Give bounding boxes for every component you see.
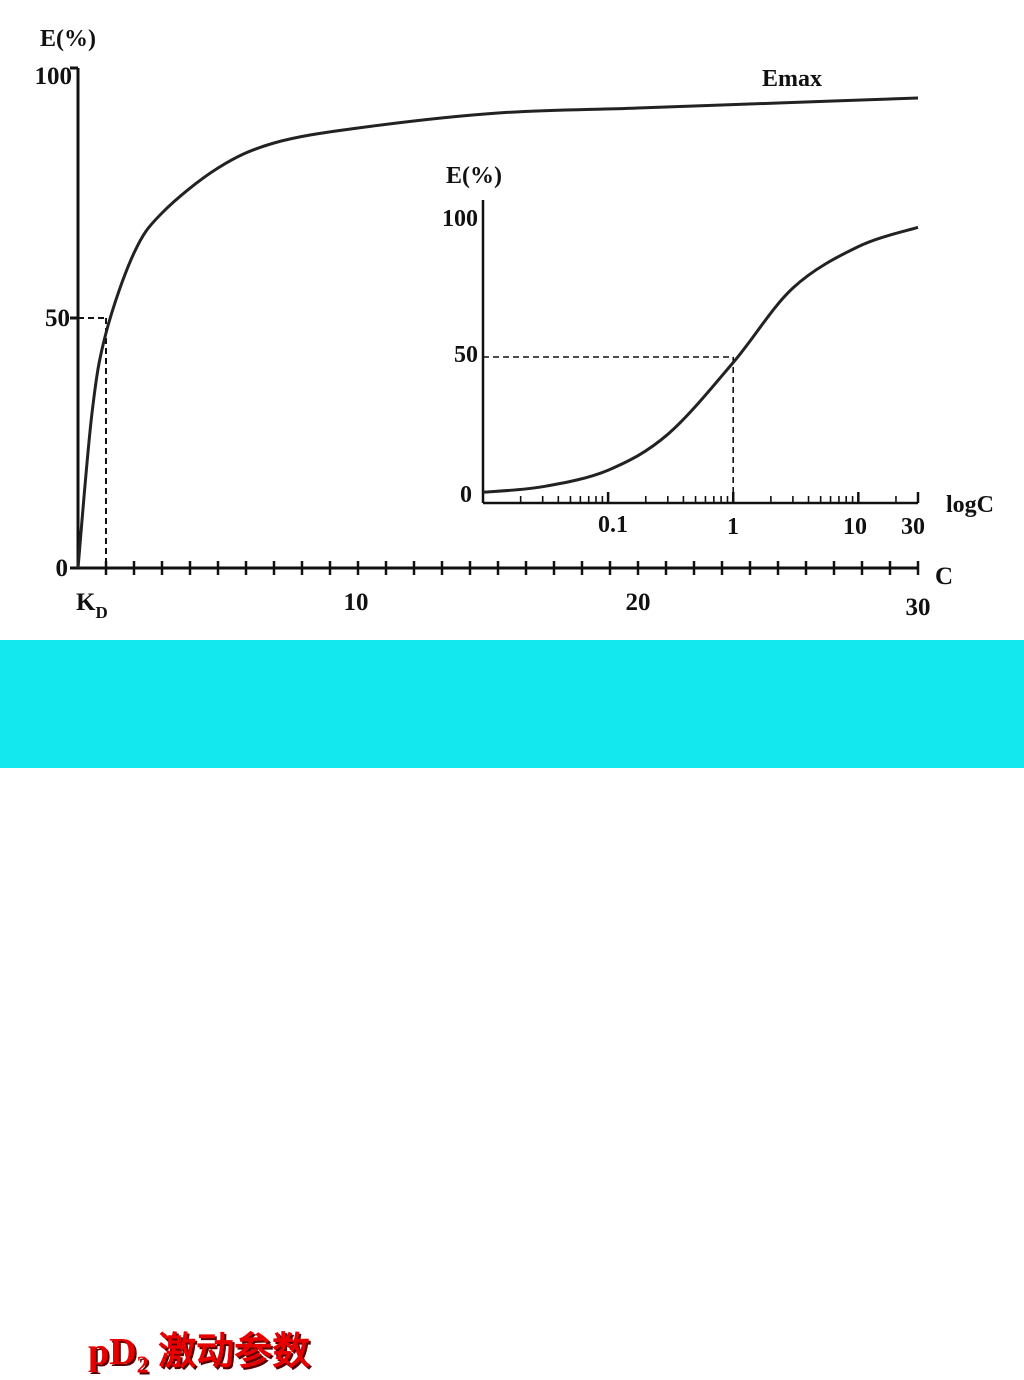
kd-label-main: K	[76, 589, 96, 616]
inset-x-tick-label-1: 1	[727, 514, 739, 540]
chart-area: E(%) 100 50 0 10 20 30 C KD Emax E(%) 10…	[35, 26, 995, 622]
inset-y-tick-label-0: 0	[460, 482, 472, 508]
main-y-tick-label-50: 50	[45, 305, 70, 332]
main-y-tick-label-0: 0	[56, 555, 69, 582]
main-chart: E(%) 100 50 0 10 20 30 C KD Emax	[35, 26, 954, 622]
main-x-tick-label-20: 20	[626, 589, 651, 616]
inset-x-tick-label-10: 10	[843, 514, 867, 540]
caption-title: pD2 激动参数	[88, 1320, 310, 1380]
main-y-axis-label: E(%)	[40, 26, 96, 52]
inset-y-axis-label: E(%)	[446, 163, 502, 189]
kd-label: KD	[76, 589, 108, 622]
kd-label-sub: D	[95, 603, 107, 622]
inset-x-tick-label-30: 30	[901, 514, 925, 540]
caption-rest: 激动参数	[148, 1331, 311, 1373]
inset-x-ticks	[482, 492, 920, 503]
main-x-ticks	[104, 561, 920, 575]
inset-series-line	[482, 225, 919, 494]
main-x-tick-label-30: 30	[906, 594, 931, 621]
main-x-axis-label: C	[935, 563, 953, 590]
main-y-tick-label-100: 100	[35, 63, 73, 90]
inset-y-tick-label-50: 50	[454, 342, 478, 368]
inset-x-axis-label: logC	[946, 492, 994, 518]
inset-y-tick-label-100: 100	[442, 206, 478, 232]
main-series-line	[76, 96, 919, 569]
main-x-tick-label-10: 10	[344, 589, 369, 616]
main-reference-lines	[78, 317, 107, 568]
caption-main: pD	[88, 1331, 137, 1373]
footer-bar: pD2 激动参数	[0, 640, 1024, 1379]
emax-label: Emax	[762, 66, 822, 92]
inset-reference-lines	[483, 356, 735, 503]
inset-x-tick-label-0.1: 0.1	[598, 512, 628, 538]
caption-sub: 2	[136, 1352, 149, 1379]
inset-chart: E(%) 100 50 0 0.1 1 10 30 logC	[442, 163, 994, 540]
